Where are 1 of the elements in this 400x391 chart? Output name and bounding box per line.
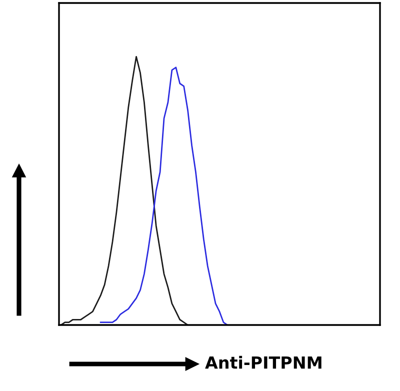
x-axis-title: Anti-PITPNM [205,356,322,369]
